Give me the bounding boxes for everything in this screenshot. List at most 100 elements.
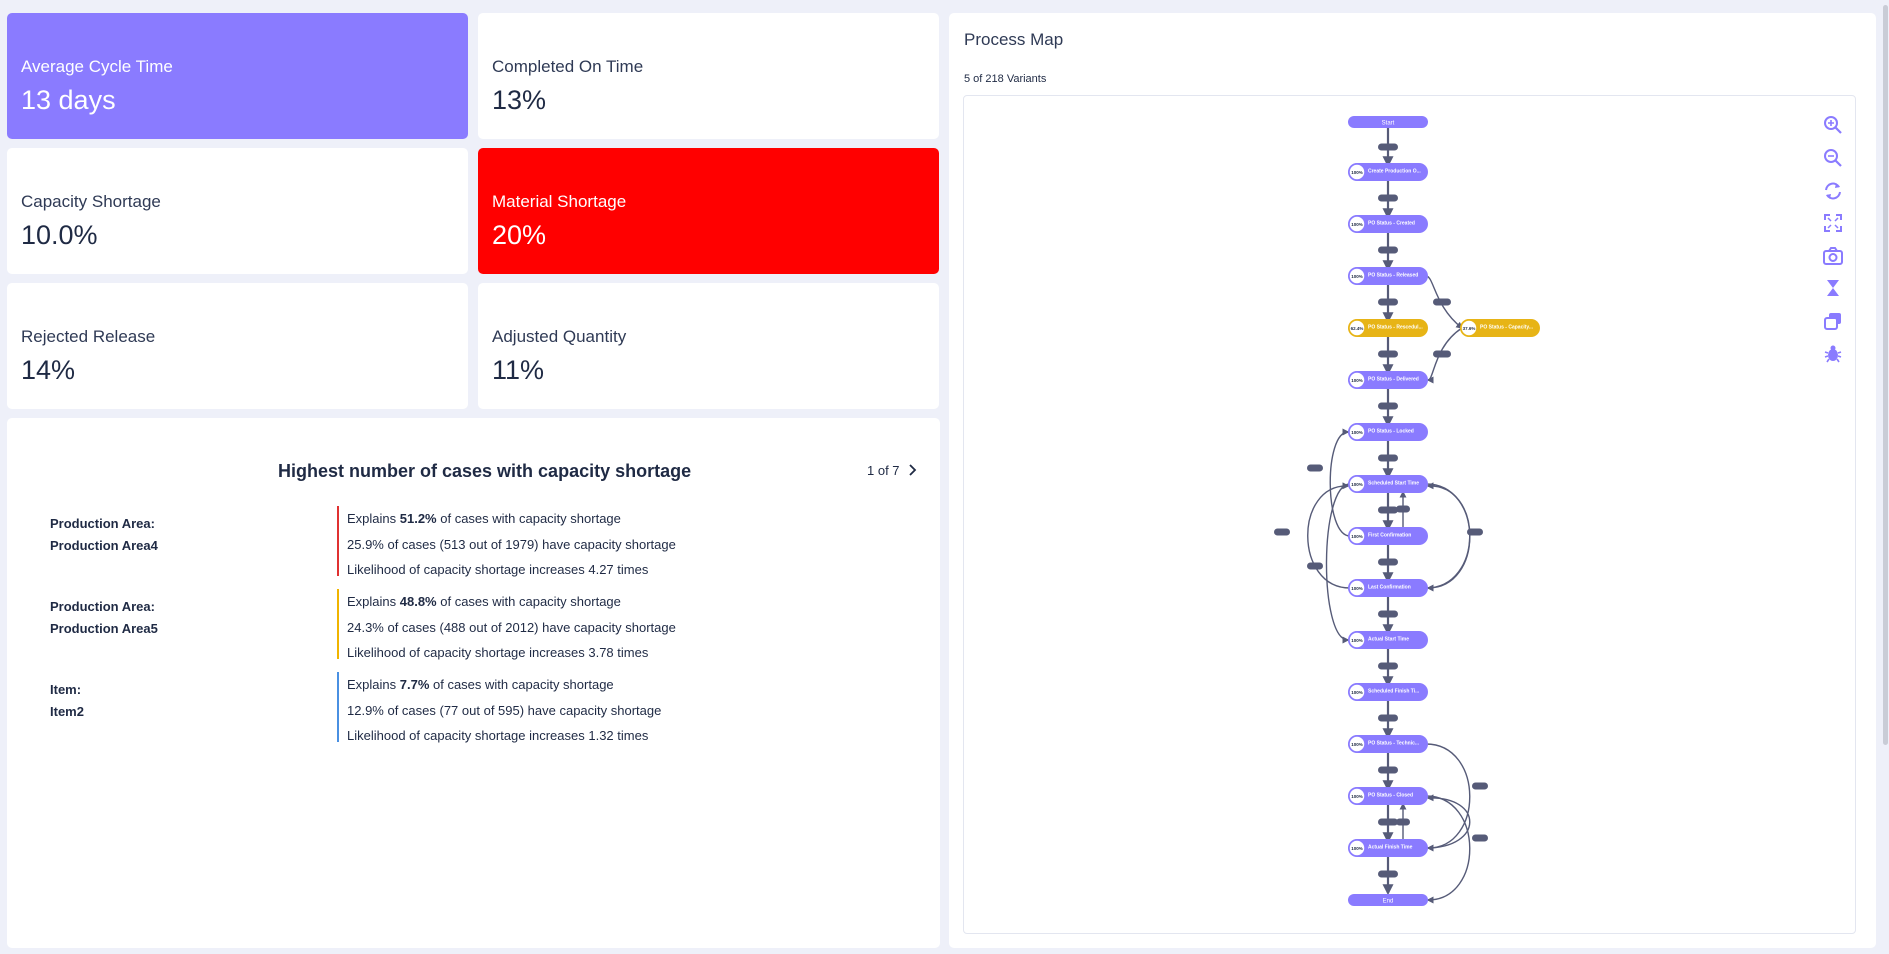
explains-pct: 51.2% — [399, 511, 437, 526]
node-percent: 100% — [1351, 378, 1363, 383]
edge-count-badge — [1378, 558, 1398, 566]
process-node[interactable]: 100% First Confirmation — [1348, 527, 1428, 545]
node-percent: 100% — [1351, 586, 1363, 591]
kpi-value: 14% — [21, 355, 76, 385]
process-node[interactable]: 100% Create Production O... — [1348, 163, 1428, 181]
node-percent: 100% — [1351, 742, 1363, 747]
edge-count-badge — [1378, 454, 1398, 462]
kpi-label: Material Shortage — [492, 192, 627, 211]
driver-name-line2: Item2 — [50, 704, 84, 719]
process-graph[interactable]: Start 100% Create Production O... 100% PO St… — [963, 95, 1856, 934]
node-percent-badge — [1348, 787, 1366, 805]
node-body — [1348, 735, 1428, 753]
edge-count-badge — [1378, 818, 1398, 826]
process-node[interactable]: 100% Actual Start Time — [1348, 631, 1428, 649]
process-node[interactable]: 100% Scheduled Start Time — [1348, 475, 1428, 493]
kpi-average-cycle-time[interactable]: Average Cycle Time 13 days — [7, 13, 468, 139]
node-label: PO Status - Technic... — [1368, 741, 1420, 747]
process-node[interactable]: 100% PO Status - Closed — [1348, 787, 1428, 805]
process-node[interactable]: 100% PO Status - Technic... — [1348, 735, 1428, 753]
hourglass-icon[interactable] — [1822, 277, 1844, 299]
loop-edge[interactable] — [1425, 483, 1471, 592]
process-node[interactable]: 100% PO Status - Created — [1348, 215, 1428, 233]
camera-icon[interactable] — [1822, 245, 1844, 267]
process-node[interactable]: 100% Last Confirmation — [1348, 579, 1428, 597]
loop-edge[interactable] — [1325, 483, 1351, 644]
process-node[interactable]: 37.6% PO Status - Capacity... — [1460, 319, 1540, 337]
node-body — [1348, 423, 1428, 441]
insights-pager[interactable]: 1 of 7 — [867, 463, 917, 478]
kpi-label: Capacity Shortage — [21, 192, 161, 211]
driver-name: Production Area: Production Area5 — [50, 596, 250, 640]
loop-edge[interactable] — [1329, 428, 1351, 537]
process-node[interactable]: 100% PO Status - Released — [1348, 267, 1428, 285]
loop-edge[interactable] — [1425, 794, 1471, 849]
node-percent-badge — [1348, 423, 1366, 441]
branch-edge[interactable] — [1426, 327, 1463, 384]
explains-pct: 7.7% — [399, 677, 430, 692]
zoom-in-icon[interactable] — [1822, 114, 1844, 136]
edge-count-badge — [1472, 782, 1488, 790]
edge-count-badge — [1396, 818, 1410, 826]
edge-count-badge — [1467, 528, 1483, 536]
driver-lines: Explains 51.2% of cases with capacity sh… — [347, 506, 676, 583]
process-node[interactable]: 100% Scheduled Finish Ti... — [1348, 683, 1428, 701]
driver-line2: 12.9% of cases (77 out of 595) have capa… — [347, 702, 662, 718]
page-scrollbar[interactable] — [1882, 0, 1889, 954]
loop-edge[interactable] — [1307, 482, 1351, 589]
node-percent: 62.4% — [1351, 326, 1364, 331]
driver-row: Production Area: Production Area5 Explai… — [50, 589, 910, 660]
node-body — [1348, 527, 1428, 545]
scrollbar-thumb[interactable] — [1883, 5, 1888, 745]
node-label: PO Status - Delivered — [1368, 377, 1419, 383]
loop-edge[interactable] — [1425, 482, 1471, 589]
explains-pct: 48.8% — [399, 594, 437, 609]
driver-row: Production Area: Production Area4 Explai… — [50, 506, 910, 577]
node-percent-badge — [1348, 839, 1366, 857]
node-body — [1348, 163, 1428, 181]
zoom-out-icon[interactable] — [1822, 147, 1844, 169]
node-percent-badge — [1348, 735, 1366, 753]
edge-count-badge — [1378, 298, 1398, 306]
pager-label: 1 of 7 — [867, 463, 900, 478]
process-node[interactable]: 100% PO Status - Delivered — [1348, 371, 1428, 389]
branch-edge[interactable] — [1425, 275, 1464, 329]
layers-icon[interactable] — [1822, 310, 1844, 332]
kpi-value: 13 days — [21, 85, 116, 115]
node-percent: 100% — [1351, 638, 1363, 643]
kpi-completed-on-time[interactable]: Completed On Time 13% — [478, 13, 939, 139]
explains-prefix: Explains — [347, 677, 400, 692]
process-node[interactable]: 100% PO Status - Locked — [1348, 423, 1428, 441]
process-node[interactable]: End — [1348, 894, 1428, 906]
driver-lines: Explains 7.7% of cases with capacity sho… — [347, 672, 661, 749]
loop-edge[interactable] — [1425, 795, 1471, 904]
kpi-rejected-release[interactable]: Rejected Release 14% — [7, 283, 468, 409]
edge-count-badge — [1396, 505, 1410, 513]
chevron-right-icon[interactable] — [907, 464, 917, 476]
process-node[interactable]: 100% Actual Finish Time — [1348, 839, 1428, 857]
kpi-capacity-shortage[interactable]: Capacity Shortage 10.0% — [7, 148, 468, 274]
kpi-adjusted-quantity[interactable]: Adjusted Quantity 11% — [478, 283, 939, 409]
node-percent-badge — [1348, 683, 1366, 701]
driver-name: Production Area: Production Area4 — [50, 513, 250, 557]
kpi-material-shortage[interactable]: Material Shortage 20% — [478, 148, 939, 274]
node-body — [1348, 215, 1428, 233]
edge-count-badge — [1433, 298, 1451, 306]
variants-count[interactable]: 5 of 218 Variants — [964, 73, 1047, 85]
node-percent-badge — [1348, 267, 1366, 285]
node-label: Scheduled Start Time — [1368, 481, 1419, 487]
process-node[interactable]: Start — [1348, 116, 1428, 128]
fullscreen-icon[interactable] — [1822, 212, 1844, 234]
node-percent: 100% — [1351, 690, 1363, 695]
process-graph-svg[interactable]: Start 100% Create Production O... 100% PO St… — [964, 96, 1856, 934]
driver-lines: Explains 48.8% of cases with capacity sh… — [347, 589, 676, 666]
loop-edge[interactable] — [1425, 743, 1471, 852]
driver-name: Item: Item2 — [50, 679, 250, 723]
bug-icon[interactable] — [1822, 343, 1844, 365]
driver-color-bar — [337, 506, 339, 576]
edge-count-badge — [1378, 714, 1398, 722]
refresh-icon[interactable] — [1822, 180, 1844, 202]
driver-line3: Likelihood of capacity shortage increase… — [347, 562, 649, 577]
node-label: PO Status - Capacity... — [1480, 325, 1534, 331]
process-node[interactable]: 62.4% PO Status - Rescedul... — [1348, 319, 1428, 337]
